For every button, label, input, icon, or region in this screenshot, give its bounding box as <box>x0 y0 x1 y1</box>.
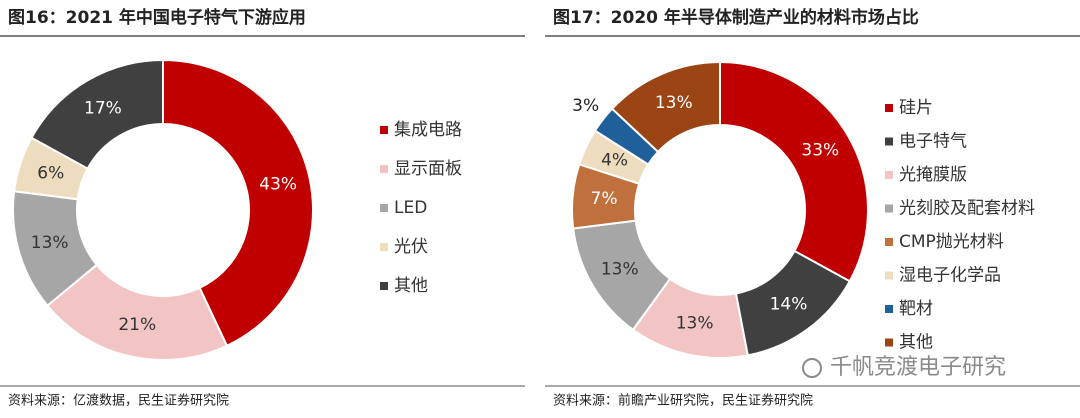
legend-label: 电子特气 <box>899 132 967 152</box>
legend-swatch <box>380 165 388 173</box>
data-label: 21% <box>118 315 156 335</box>
legend-label: 湿电子化学品 <box>899 266 1001 286</box>
data-label: 3% <box>572 96 599 116</box>
legend-label: CMP抛光材料 <box>899 232 1004 252</box>
legend-swatch <box>885 137 893 146</box>
legend-label: 光伏 <box>394 237 428 257</box>
data-label: 4% <box>601 150 628 170</box>
legend-label: 光掩膜版 <box>899 165 967 185</box>
legend-label: 硅片 <box>899 98 933 118</box>
chart-title: 图16：2021 年中国电子特气下游应用 <box>8 7 306 28</box>
source: 资料来源：亿渡数据，民生证券研究院 <box>8 393 229 409</box>
legend-swatch <box>885 338 893 347</box>
legend-label: 光刻胶及配套材料 <box>899 199 1035 219</box>
legend-label: 靶材 <box>899 299 933 319</box>
watermark: 千帆竞渡电子研究 <box>830 355 1006 380</box>
legend-swatch <box>885 171 893 179</box>
legend-label: 其他 <box>899 333 933 353</box>
legend-swatch <box>885 305 893 313</box>
legend-swatch <box>380 282 388 290</box>
data-label: 13% <box>676 314 714 334</box>
data-label: 6% <box>37 164 64 184</box>
data-label: 14% <box>770 294 808 314</box>
data-label: 13% <box>31 233 69 253</box>
pie-slice <box>162 58 314 348</box>
data-label: 33% <box>801 141 839 161</box>
legend-swatch <box>885 238 893 246</box>
legend-label: 其他 <box>394 276 428 296</box>
legend-swatch <box>380 243 388 251</box>
watermark-icon <box>802 358 822 378</box>
source: 资料来源：前瞻产业研究院，民生证券研究院 <box>553 393 813 409</box>
data-label: 13% <box>601 259 639 279</box>
legend-label: LED <box>394 198 427 218</box>
legend-swatch <box>380 126 388 134</box>
legend-swatch <box>885 204 893 213</box>
pie-slice <box>30 58 164 170</box>
pie-slice <box>610 60 721 154</box>
legend-swatch <box>885 271 893 280</box>
legend-label: 显示面板 <box>394 159 462 179</box>
data-label: 7% <box>591 189 618 209</box>
data-label: 43% <box>259 174 297 194</box>
pie-slice <box>46 263 229 361</box>
legend-swatch <box>380 204 388 212</box>
legend-swatch <box>885 104 893 112</box>
chart-title: 图17：2020 年半导体制造产业的材料市场占比 <box>553 7 919 28</box>
legend-label: 集成电路 <box>394 120 462 140</box>
pie-slice <box>719 60 869 283</box>
data-label: 13% <box>655 93 693 113</box>
data-label: 17% <box>84 98 122 118</box>
